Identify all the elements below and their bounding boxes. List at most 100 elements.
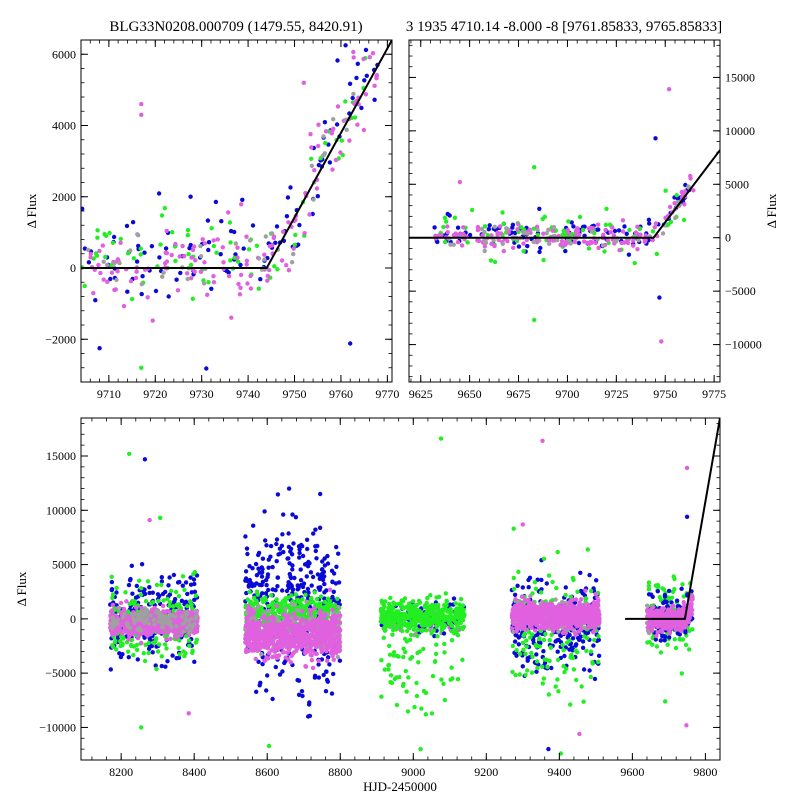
data-point (543, 632, 547, 636)
data-point-grey (105, 263, 109, 267)
data-point (262, 629, 266, 633)
data-point (275, 584, 279, 588)
data-point (264, 583, 268, 587)
data-point (288, 619, 292, 623)
data-point (521, 585, 525, 589)
data-point-blue (214, 200, 218, 204)
y-tick-label: −5000 (725, 284, 756, 298)
data-point (433, 660, 437, 664)
x-tick-label: 9770 (375, 387, 399, 401)
data-point (192, 660, 196, 664)
data-point-grey (484, 241, 488, 245)
data-point (403, 637, 407, 641)
data-point (582, 634, 586, 638)
model-line (409, 150, 720, 238)
data-point-green (566, 219, 570, 223)
x-tick-label: 9675 (507, 387, 531, 401)
data-point-blue (87, 260, 91, 264)
data-point (444, 614, 448, 618)
data-point (586, 547, 590, 551)
data-point (530, 632, 534, 636)
data-point (331, 672, 335, 676)
data-point (317, 603, 321, 607)
data-point-green (247, 247, 251, 251)
data-point-violet (559, 243, 563, 247)
data-point (411, 599, 415, 603)
data-point (280, 532, 284, 536)
data-point-blue (219, 252, 223, 256)
data-point (154, 636, 158, 640)
data-point (320, 647, 324, 651)
data-point (296, 598, 300, 602)
data-point-violet (238, 286, 242, 290)
data-point-green (323, 141, 327, 145)
data-point-violet (203, 241, 207, 245)
data-point (294, 649, 298, 653)
data-point-violet (351, 50, 355, 54)
data-point (278, 547, 282, 551)
data-point (146, 579, 150, 583)
y-tick-label: 2000 (52, 190, 76, 204)
data-point (129, 643, 133, 647)
data-point-violet (316, 123, 320, 127)
data-point-violet (596, 223, 600, 227)
data-point (323, 612, 327, 616)
data-point (589, 589, 593, 593)
data-point (254, 599, 258, 603)
data-point (542, 657, 546, 661)
data-point (575, 590, 579, 594)
data-point-green (158, 242, 162, 246)
data-point (256, 567, 260, 571)
x-tick-label: 9740 (236, 387, 260, 401)
data-point (332, 618, 336, 622)
data-point (260, 570, 264, 574)
data-point-violet (445, 224, 449, 228)
data-point (547, 659, 551, 663)
data-point-blue (93, 298, 97, 302)
data-point (251, 621, 255, 625)
data-point (382, 612, 386, 616)
data-point (263, 642, 267, 646)
data-point-grey (661, 231, 665, 235)
data-point (329, 632, 333, 636)
outlier-point (532, 318, 536, 322)
outlier-point (204, 366, 208, 370)
data-point-violet (101, 243, 105, 247)
data-point (155, 583, 159, 587)
data-point-blue (154, 289, 158, 293)
data-point (258, 636, 262, 640)
data-point (143, 659, 147, 663)
data-point (152, 622, 156, 626)
data-point (591, 661, 595, 665)
outlier-point (343, 43, 347, 47)
data-point (273, 627, 277, 631)
data-point-green (343, 99, 347, 103)
data-point (406, 675, 410, 679)
data-point (260, 574, 264, 578)
data-point-grey (140, 282, 144, 286)
data-point (434, 652, 438, 656)
data-point-green (293, 243, 297, 247)
data-point (251, 634, 255, 638)
data-point (293, 616, 297, 620)
data-point-violet (110, 271, 114, 275)
data-point (246, 649, 250, 653)
data-point (390, 633, 394, 637)
data-point (513, 639, 517, 643)
data-point-blue (365, 74, 369, 78)
data-point-grey (114, 278, 118, 282)
data-point-blue (356, 62, 360, 66)
data-point-violet (165, 251, 169, 255)
data-point (428, 593, 432, 597)
data-point-grey (102, 260, 106, 264)
data-point-blue (167, 294, 171, 298)
data-point (325, 659, 329, 663)
data-point-blue (288, 185, 292, 189)
data-point (416, 628, 420, 632)
data-point-blue (577, 241, 581, 245)
data-point (124, 599, 128, 603)
data-point (286, 624, 290, 628)
data-point (442, 603, 446, 607)
data-point (404, 616, 408, 620)
data-point (449, 665, 453, 669)
